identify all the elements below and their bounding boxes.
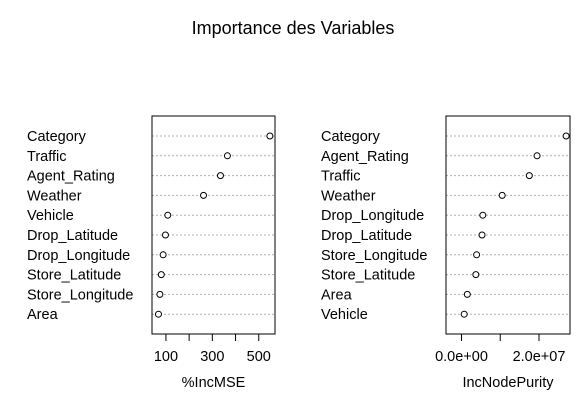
category-label: Store_Latitude [321,268,415,284]
data-point [156,290,164,298]
category-label: Drop_Latitude [27,228,118,244]
category-label: Agent_Rating [27,169,115,185]
category-label: Category [27,129,87,145]
x-tick-label: 500 [247,349,271,365]
category-label: Vehicle [27,208,74,224]
x-tick-label: 300 [200,349,224,365]
category-label: Store_Longitude [27,287,133,303]
data-point [223,152,231,160]
data-point [161,231,169,239]
category-label: Store_Latitude [27,268,121,284]
category-label: Drop_Longitude [321,208,424,224]
data-point [525,172,533,180]
plot-frame-2 [445,115,571,335]
data-point [159,251,167,259]
x-tick-label: 0.0e+00 [435,349,488,365]
category-label: Weather [27,188,82,204]
category-label: Store_Longitude [321,248,427,264]
data-point [200,191,208,199]
data-point [498,191,506,199]
category-label: Category [321,129,381,145]
data-point [266,132,274,140]
data-point [216,172,224,180]
x-axis-label: %IncMSE [182,375,246,391]
category-label: Drop_Longitude [27,248,130,264]
x-axis-label: IncNodePurity [462,375,554,391]
category-label: Drop_Latitude [321,228,412,244]
data-point [479,211,487,219]
data-point [154,310,162,318]
category-label: Weather [321,188,376,204]
chart-title: Importance des Variables [192,18,395,38]
data-point [460,310,468,318]
x-tick-label: 2.0e+07 [513,349,566,365]
category-label: Traffic [321,169,360,185]
category-label: Area [27,307,59,323]
data-point [562,132,570,140]
category-label: Area [321,287,353,303]
x-tick-label: 100 [154,349,178,365]
data-point [472,271,480,279]
category-label: Traffic [27,149,66,165]
data-point [478,231,486,239]
plot-frame-1 [151,115,276,335]
data-point [463,290,471,298]
category-label: Agent_Rating [321,149,409,165]
data-point [157,271,165,279]
data-point [473,251,481,259]
data-point [533,152,541,160]
category-label: Vehicle [321,307,368,323]
data-point [164,211,172,219]
